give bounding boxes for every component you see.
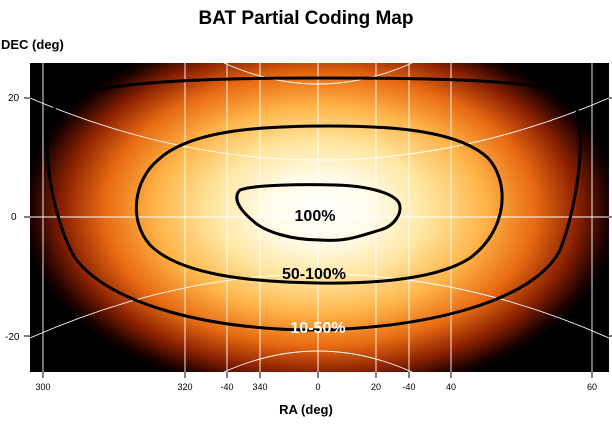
x-tick-label: -40 xyxy=(402,382,415,392)
x-tick-label: 320 xyxy=(177,382,192,392)
x-axis: 300 320 -40 340 0 20 -40 40 60 xyxy=(35,372,597,392)
y-tick-label: 20 xyxy=(8,93,20,104)
x-tick-label: 40 xyxy=(446,382,456,392)
x-tick-label: 60 xyxy=(587,382,597,392)
dec-grid-line-lower xyxy=(223,350,413,372)
contour-10-percent xyxy=(45,76,582,332)
ra-grid-lines xyxy=(42,63,593,372)
x-tick-label: 300 xyxy=(35,382,50,392)
contour-50-percent xyxy=(134,124,504,285)
label-10-50-percent: 10-50% xyxy=(290,320,345,337)
chart-title: BAT Partial Coding Map xyxy=(198,8,414,29)
dec-grid-line-minus-20 xyxy=(30,273,609,339)
y-tick-label: 0 xyxy=(11,212,17,223)
x-tick-label: -40 xyxy=(220,382,233,392)
dec-grid-line-20 xyxy=(30,97,609,161)
y-tick-label: -20 xyxy=(5,332,20,343)
y-axis: 20 0 -20 xyxy=(5,93,612,343)
label-100-percent: 100% xyxy=(295,208,336,225)
coding-heatmap xyxy=(30,63,609,372)
x-tick-label: 340 xyxy=(252,382,267,392)
x-tick-label: 0 xyxy=(315,382,320,392)
dec-grid-lines xyxy=(30,63,609,372)
y-axis-label: DEC (deg) xyxy=(1,37,64,52)
label-50-100-percent: 50-100% xyxy=(282,266,346,283)
dec-grid-line-upper xyxy=(223,63,413,85)
x-tick-label: 20 xyxy=(371,382,381,392)
contour-100-percent xyxy=(235,183,402,242)
x-axis-label: RA (deg) xyxy=(279,402,333,417)
